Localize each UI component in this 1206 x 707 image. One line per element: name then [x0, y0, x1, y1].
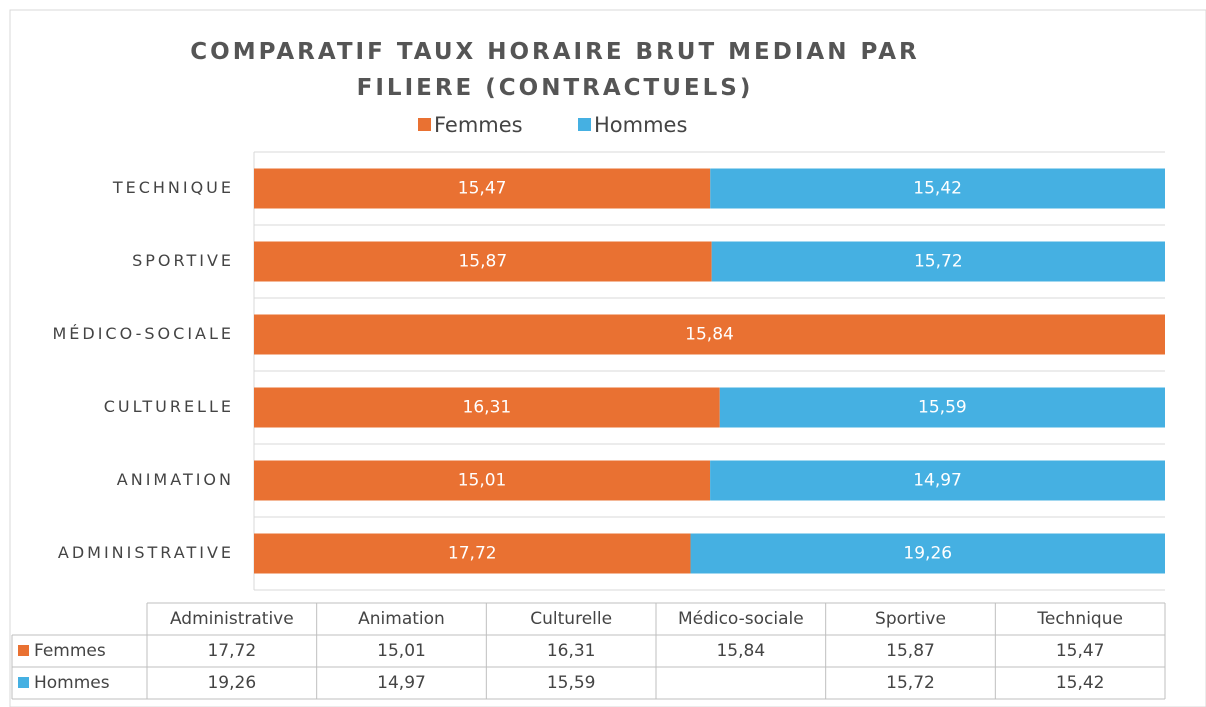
- y-tick-label: Sportive: [132, 251, 234, 270]
- table-cell: 15,47: [1056, 641, 1105, 661]
- bar: [710, 460, 1165, 501]
- table-cell: 15,84: [716, 641, 765, 661]
- table-header: Culturelle: [530, 609, 612, 629]
- legend-label: Femmes: [434, 113, 523, 137]
- table-header: Technique: [1036, 609, 1123, 629]
- table-header: Administrative: [170, 609, 294, 629]
- y-tick-label: Animation: [117, 470, 234, 489]
- table-header: Médico-sociale: [678, 609, 804, 629]
- data-label: 15,84: [685, 325, 734, 345]
- bar: [254, 314, 1165, 355]
- bar: [719, 387, 1165, 428]
- table-header: Sportive: [875, 609, 946, 629]
- y-tick-label: Culturelle: [104, 397, 234, 416]
- legend-swatch: [418, 118, 431, 131]
- bar: [254, 241, 712, 282]
- chart-border: [9, 9, 1206, 707]
- table-header: Animation: [358, 609, 445, 629]
- table-cell: 15,72: [886, 673, 935, 693]
- chart-title: COMPARATIF TAUX HORAIRE BRUT MEDIAN PAR …: [190, 39, 920, 101]
- data-label: 15,87: [458, 252, 507, 272]
- legend-label: Hommes: [594, 113, 687, 137]
- bar: [711, 241, 1165, 282]
- table-cell: 17,72: [207, 641, 256, 661]
- table-row-label: Hommes: [34, 673, 110, 693]
- table-row-label: Femmes: [34, 641, 106, 661]
- table-cell: 15,42: [1056, 673, 1105, 693]
- table-swatch: [18, 677, 29, 688]
- bar: [254, 168, 711, 209]
- bar: [254, 533, 691, 574]
- data-label: 15,47: [458, 179, 507, 199]
- data-label: 16,31: [463, 398, 512, 418]
- y-tick-label: Médico-sociale: [52, 324, 234, 343]
- table-swatch: [18, 645, 29, 656]
- data-label: 19,26: [903, 544, 952, 564]
- table-cell: 15,59: [547, 673, 596, 693]
- table-cell: 19,26: [207, 673, 256, 693]
- table-cell: 15,87: [886, 641, 935, 661]
- data-label: 17,72: [448, 544, 497, 564]
- data-label: 14,97: [913, 471, 962, 491]
- table-cell: 14,97: [377, 673, 426, 693]
- data-label: 15,01: [458, 471, 507, 491]
- data-label: 15,59: [918, 398, 967, 418]
- bar: [254, 460, 711, 501]
- table-cell: 15,01: [377, 641, 426, 661]
- bar: [710, 168, 1165, 209]
- bar: [254, 387, 720, 428]
- y-tick-label: Technique: [112, 178, 234, 197]
- table-cell: 16,31: [547, 641, 596, 661]
- data-label: 15,42: [913, 179, 962, 199]
- legend-swatch: [578, 118, 591, 131]
- bar: [690, 533, 1165, 574]
- data-label: 15,72: [914, 252, 963, 272]
- y-tick-label: Administrative: [58, 543, 234, 562]
